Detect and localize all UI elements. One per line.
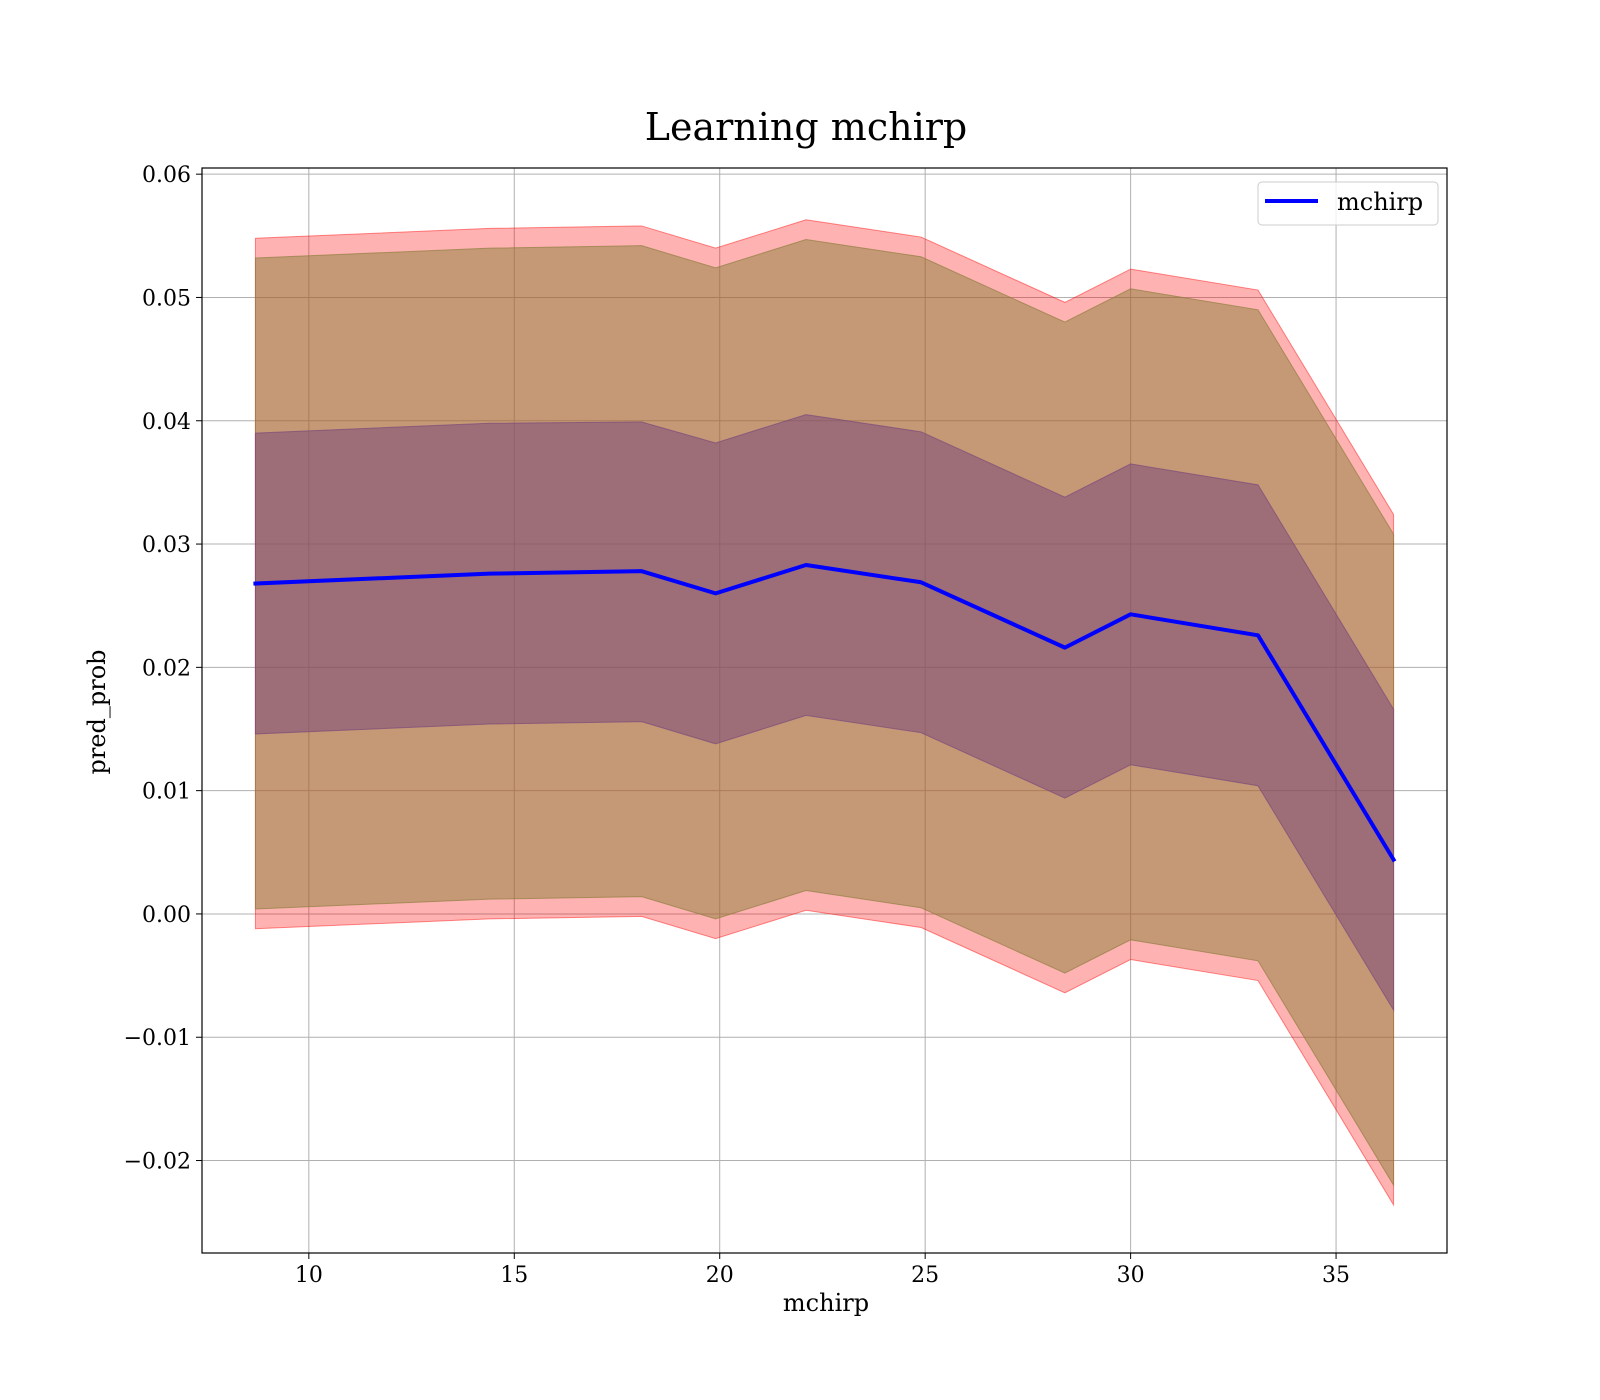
x-tick-label: 20 xyxy=(706,1263,734,1288)
plot-area xyxy=(201,167,1448,1254)
legend-box xyxy=(1257,181,1439,226)
y-tick-label: 0.05 xyxy=(142,286,191,311)
confidence-bands xyxy=(254,219,1395,1207)
x-tick-label: 15 xyxy=(500,1263,528,1288)
y-tick-label: 0.04 xyxy=(142,410,191,435)
chart-title: Learning mchirp xyxy=(645,105,967,149)
y-tick-label: 0.06 xyxy=(142,163,191,188)
legend: mchirp xyxy=(1257,181,1439,226)
series-lines xyxy=(253,563,1397,863)
x-axis-ticks: 10 15 20 25 30 35 xyxy=(295,1253,1350,1288)
y-tick-label: 0.01 xyxy=(142,780,191,805)
x-tick-label: 25 xyxy=(911,1263,939,1288)
series-line-mchirp xyxy=(253,563,1397,863)
y-tick-label: 0.00 xyxy=(142,903,191,928)
x-tick-label: 10 xyxy=(295,1263,323,1288)
x-axis-label: mchirp xyxy=(783,1289,869,1317)
x-tick-label: 30 xyxy=(1117,1263,1145,1288)
y-axis-ticks: −0.02 −0.01 0.00 0.01 0.02 0.03 0.04 0.05 0.06 xyxy=(124,163,202,1175)
plot-frame xyxy=(201,167,1448,1254)
y-tick-label: −0.01 xyxy=(124,1026,191,1051)
y-tick-label: −0.02 xyxy=(124,1150,191,1175)
legend-label-mchirp: mchirp xyxy=(1337,188,1423,216)
y-axis-label: pred_prob xyxy=(83,649,111,774)
y-tick-label: 0.03 xyxy=(142,533,191,558)
y-tick-label: 0.02 xyxy=(142,656,191,681)
band-2 xyxy=(254,414,1395,1012)
x-tick-label: 35 xyxy=(1322,1263,1350,1288)
